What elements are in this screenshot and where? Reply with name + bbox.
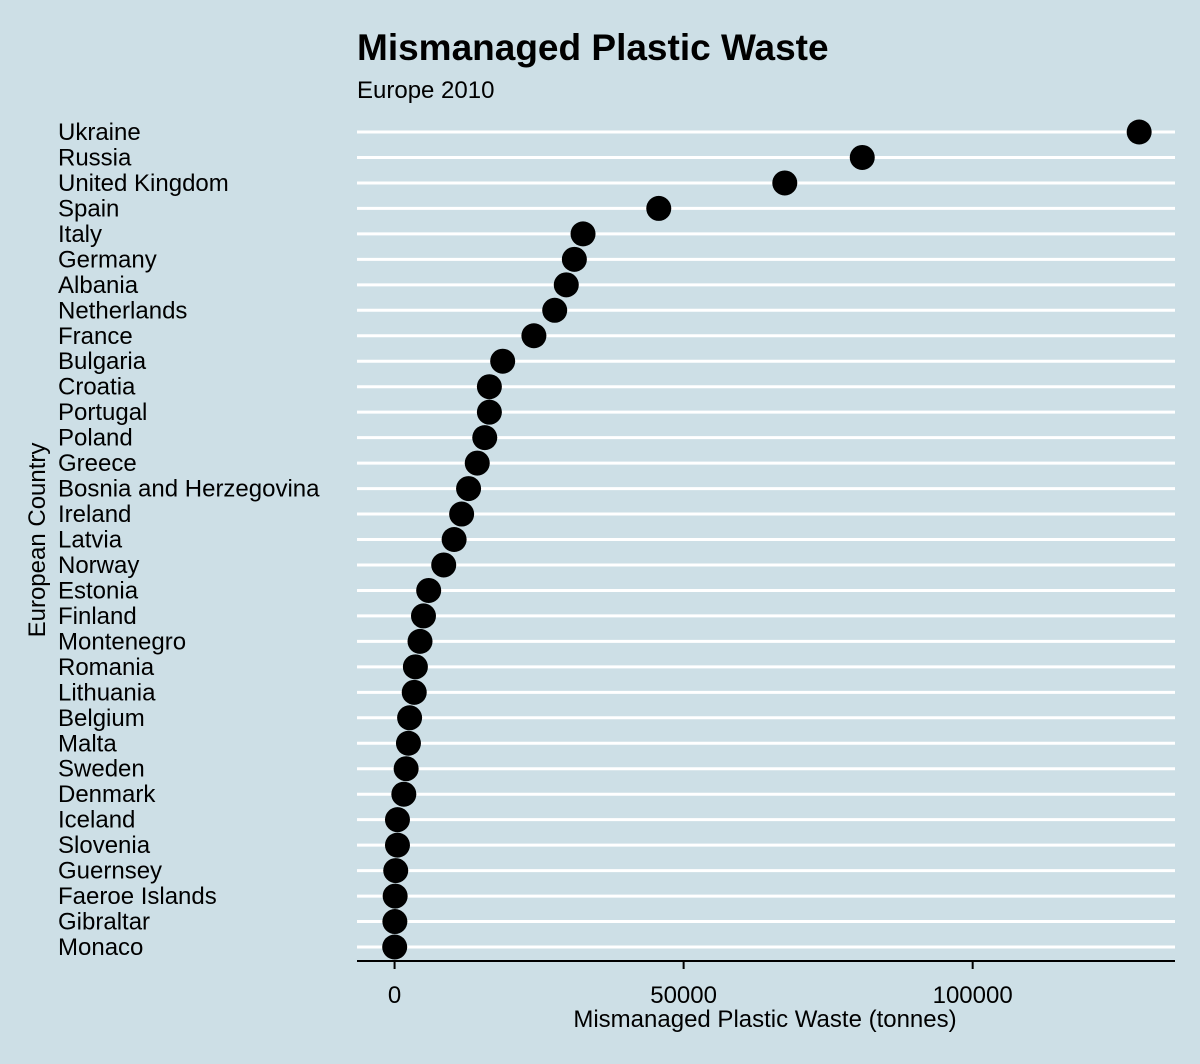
data-point bbox=[382, 909, 408, 935]
data-point bbox=[476, 374, 502, 400]
x-tick-label: 0 bbox=[388, 982, 401, 1009]
y-tick-label: Gibraltar bbox=[58, 909, 150, 936]
data-point bbox=[570, 221, 596, 247]
data-point bbox=[1126, 119, 1152, 145]
y-tick-label: Finland bbox=[58, 603, 137, 630]
y-axis-title: European Country bbox=[24, 443, 51, 638]
y-tick-label: Poland bbox=[58, 425, 133, 452]
chart-subtitle: Europe 2010 bbox=[357, 77, 494, 104]
data-point bbox=[521, 323, 547, 349]
data-point bbox=[472, 425, 498, 451]
x-axis-title: Mismanaged Plastic Waste (tonnes) bbox=[573, 1006, 956, 1033]
y-tick-label: Belgium bbox=[58, 705, 145, 732]
data-point bbox=[402, 654, 428, 680]
y-tick-label: Lithuania bbox=[58, 679, 156, 706]
data-point bbox=[407, 628, 433, 654]
y-tick-label: Iceland bbox=[58, 807, 135, 834]
x-tick-label: 50000 bbox=[650, 982, 717, 1009]
y-tick-label: Faeroe Islands bbox=[58, 883, 217, 910]
data-point bbox=[384, 832, 410, 858]
y-tick-label: Croatia bbox=[58, 374, 136, 401]
data-point bbox=[456, 476, 482, 502]
data-point bbox=[416, 577, 442, 603]
y-tick-label: United Kingdom bbox=[58, 170, 229, 197]
y-tick-label: Slovenia bbox=[58, 832, 151, 859]
data-point bbox=[449, 501, 475, 527]
data-point bbox=[391, 781, 417, 807]
y-tick-label: Germany bbox=[58, 246, 157, 273]
data-points bbox=[382, 119, 1152, 960]
y-tick-label: Russia bbox=[58, 144, 132, 171]
chart-title: Mismanaged Plastic Waste bbox=[357, 27, 829, 68]
data-point bbox=[542, 297, 568, 323]
data-point bbox=[383, 858, 409, 884]
y-tick-label: Spain bbox=[58, 195, 119, 222]
data-point bbox=[561, 246, 587, 272]
y-tick-label: Bulgaria bbox=[58, 348, 147, 375]
y-tick-label: Monaco bbox=[58, 934, 143, 961]
y-tick-label: Norway bbox=[58, 552, 139, 579]
data-point bbox=[384, 807, 410, 833]
data-point bbox=[476, 399, 502, 425]
y-tick-label: Netherlands bbox=[58, 297, 187, 324]
y-tick-label: Portugal bbox=[58, 399, 147, 426]
y-tick-label: Denmark bbox=[58, 781, 156, 808]
y-tick-label: Guernsey bbox=[58, 858, 162, 885]
data-point bbox=[397, 705, 423, 731]
data-point bbox=[401, 679, 427, 705]
y-tick-label: Malta bbox=[58, 730, 117, 757]
y-tick-label: Montenegro bbox=[58, 628, 186, 655]
data-point bbox=[431, 552, 457, 578]
data-point bbox=[441, 527, 467, 552]
y-tick-label: Estonia bbox=[58, 577, 139, 604]
data-point bbox=[395, 730, 421, 756]
data-point bbox=[464, 450, 490, 476]
data-point bbox=[382, 883, 408, 909]
data-point bbox=[849, 144, 875, 170]
y-tick-label: Bosnia and Herzegovina bbox=[58, 476, 320, 503]
data-point bbox=[382, 934, 408, 960]
x-axis-ticks: 0 50000 100000 bbox=[388, 961, 1013, 1009]
data-point bbox=[490, 348, 516, 374]
data-point bbox=[393, 756, 419, 782]
data-point bbox=[410, 603, 436, 629]
y-tick-label: Latvia bbox=[58, 527, 123, 554]
y-tick-label: Sweden bbox=[58, 756, 145, 783]
data-point bbox=[553, 272, 579, 298]
gridlines bbox=[357, 130, 1175, 949]
y-tick-label: Ukraine bbox=[58, 119, 141, 146]
x-tick-label: 100000 bbox=[933, 982, 1013, 1009]
y-tick-label: Albania bbox=[58, 272, 139, 299]
data-point bbox=[646, 195, 672, 221]
y-tick-label: Ireland bbox=[58, 501, 131, 528]
data-point bbox=[772, 170, 798, 196]
y-tick-label: France bbox=[58, 323, 133, 350]
y-tick-label: Italy bbox=[58, 221, 102, 248]
y-tick-label: Greece bbox=[58, 450, 137, 477]
y-tick-label: Romania bbox=[58, 654, 155, 681]
